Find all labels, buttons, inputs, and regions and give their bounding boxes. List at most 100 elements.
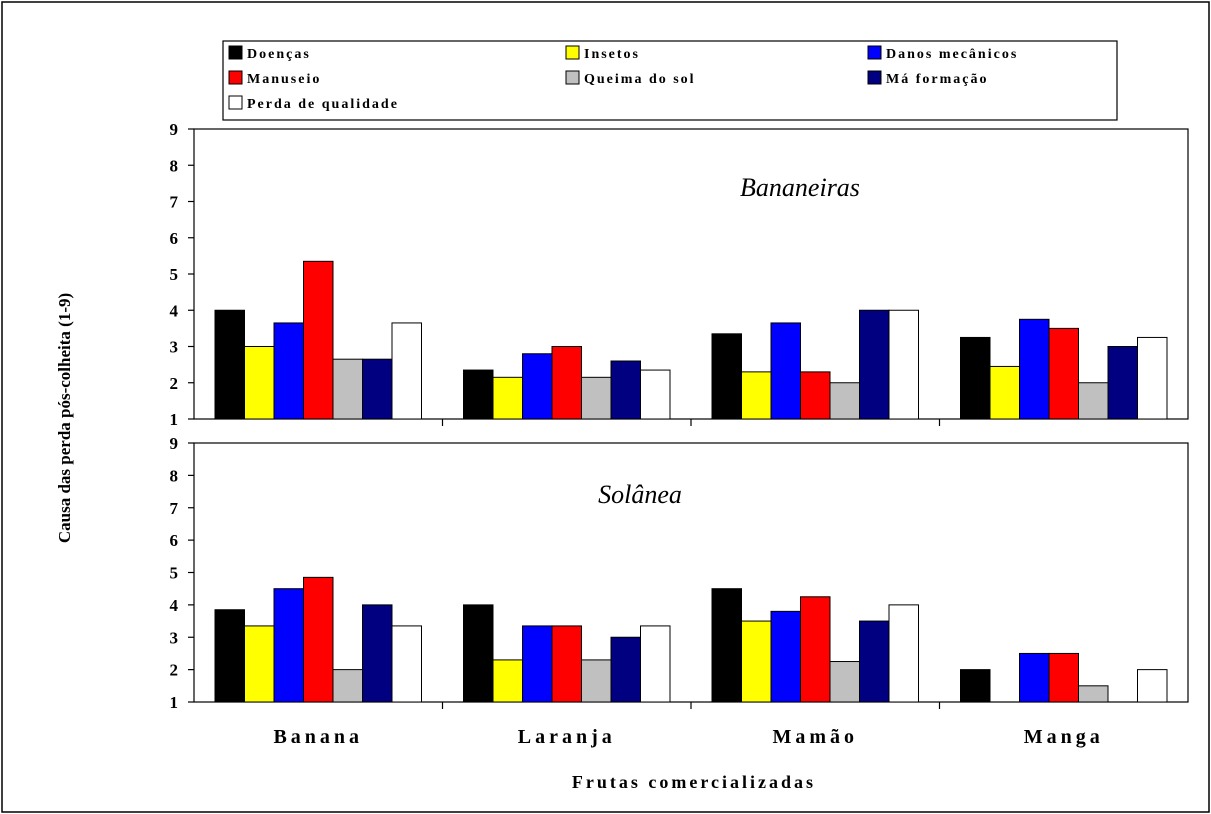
y-tick-label: 1	[170, 693, 179, 712]
y-tick-label: 2	[170, 661, 179, 680]
legend-swatch	[228, 70, 243, 85]
bar-doen-as-mamão	[711, 333, 742, 420]
bar-queima-do-sol-banana	[332, 669, 363, 703]
y-tick-label: 8	[170, 466, 179, 485]
legend-label: Má formação	[886, 72, 988, 87]
bar-doen-as-laranja	[463, 604, 494, 703]
bar-doen-as-mamão	[711, 588, 742, 703]
bar-doen-as-banana	[214, 609, 245, 703]
bar-perda-de-qualidade-banana	[391, 625, 422, 703]
bar-insetos-manga	[989, 365, 1020, 420]
legend-swatch	[867, 45, 882, 60]
legend-label: Queima do sol	[584, 72, 696, 87]
bar-queima-do-sol-manga	[1078, 382, 1109, 420]
bar-manuseio-manga	[1048, 327, 1079, 420]
panel-title: Bananeiras	[740, 173, 860, 202]
bar-perda-de-qualidade-laranja	[640, 369, 671, 420]
legend-swatch	[228, 95, 243, 110]
bar-doen-as-laranja	[463, 369, 494, 420]
bar-insetos-laranja	[492, 376, 523, 420]
bar-manuseio-laranja	[551, 346, 582, 420]
legend-label: Danos mecânicos	[886, 47, 1018, 62]
legend-swatch	[565, 45, 580, 60]
bar-queima-do-sol-banana	[332, 358, 363, 420]
legend-swatch	[867, 70, 882, 85]
bar-danos-mec-nicos-manga	[1019, 652, 1050, 703]
y-tick-label: 4	[170, 596, 179, 615]
panels: 1 2 3 4 5 6 7 8 9 Bananeiras 1 2 3 4 5 6 7 8 9 Solânea	[170, 120, 1189, 712]
legend: Doenças Insetos Danos mecânicos Manuseio Que…	[222, 40, 1118, 121]
bar-m-forma-o-manga	[1107, 346, 1138, 420]
bar-queima-do-sol-laranja	[581, 376, 612, 420]
bar-m-forma-o-laranja	[610, 636, 641, 703]
bar-queima-do-sol-mamão	[829, 661, 860, 703]
bar-danos-mec-nicos-laranja	[522, 353, 553, 420]
x-tick-label: Banana	[273, 726, 363, 748]
bar-perda-de-qualidade-laranja	[640, 625, 671, 703]
legend-frame	[222, 40, 1118, 121]
bar-perda-de-qualidade-manga	[1137, 669, 1168, 703]
bar-doen-as-manga	[960, 669, 991, 703]
y-tick-label: 6	[170, 531, 179, 550]
bar-perda-de-qualidade-banana	[391, 322, 422, 420]
panel-bananeiras: 1 2 3 4 5 6 7 8 9 Bananeiras	[170, 120, 1189, 429]
legend-swatch	[565, 70, 580, 85]
x-tick-label: Manga	[1024, 726, 1104, 748]
bar-danos-mec-nicos-manga	[1019, 318, 1050, 420]
y-tick-label: 1	[170, 410, 179, 429]
y-axis-label: Causa das perda pós-colheita (1-9)	[55, 293, 74, 543]
x-tick-label: Laranja	[518, 726, 616, 748]
bar-manuseio-manga	[1048, 652, 1079, 703]
y-tick-label: 6	[170, 229, 179, 248]
bar-manuseio-mamão	[800, 596, 831, 703]
bar-danos-mec-nicos-banana	[273, 588, 304, 703]
legend-label: Manuseio	[247, 72, 321, 87]
panel-solanea: 1 2 3 4 5 6 7 8 9 Solânea	[170, 434, 1189, 712]
y-tick-label: 5	[170, 564, 179, 583]
bar-danos-mec-nicos-mamão	[770, 322, 801, 420]
y-tick-label: 8	[170, 156, 179, 175]
bar-danos-mec-nicos-mamão	[770, 610, 801, 703]
bar-m-forma-o-banana	[362, 358, 393, 420]
bar-m-forma-o-mamão	[859, 309, 890, 420]
bar-queima-do-sol-manga	[1078, 685, 1109, 703]
bar-insetos-banana	[244, 346, 275, 420]
bar-insetos-mamão	[741, 620, 772, 703]
bar-m-forma-o-laranja	[610, 360, 641, 420]
bar-m-forma-o-banana	[362, 604, 393, 703]
bar-insetos-laranja	[492, 659, 523, 703]
bar-danos-mec-nicos-laranja	[522, 625, 553, 703]
bar-perda-de-qualidade-manga	[1137, 336, 1168, 420]
y-tick-label: 2	[170, 374, 179, 393]
y-tick-label: 9	[170, 120, 179, 139]
bar-manuseio-banana	[303, 576, 334, 703]
bar-queima-do-sol-laranja	[581, 659, 612, 703]
bar-manuseio-mamão	[800, 371, 831, 420]
legend-label: Doenças	[247, 47, 311, 62]
y-tick-label: 7	[170, 193, 179, 212]
bar-manuseio-laranja	[551, 625, 582, 703]
y-tick-label: 5	[170, 265, 179, 284]
legend-swatch	[228, 45, 243, 60]
axes: Banana Laranja Mamão Manga	[273, 726, 1104, 748]
bar-insetos-banana	[244, 625, 275, 703]
panel-title: Solânea	[598, 480, 682, 509]
bar-perda-de-qualidade-mamão	[888, 604, 919, 703]
bar-manuseio-banana	[303, 260, 334, 420]
bar-doen-as-banana	[214, 309, 245, 420]
legend-label: Perda de qualidade	[247, 97, 399, 112]
y-tick-label: 9	[170, 434, 179, 453]
bar-doen-as-manga	[960, 336, 991, 420]
y-tick-label: 7	[170, 499, 179, 518]
legend-label: Insetos	[584, 47, 640, 62]
bar-insetos-mamão	[741, 371, 772, 420]
x-axis-label: Frutas comercializadas	[572, 772, 816, 792]
y-tick-label: 4	[170, 301, 179, 320]
bar-m-forma-o-mamão	[859, 620, 890, 703]
bar-queima-do-sol-mamão	[829, 382, 860, 420]
y-tick-label: 3	[170, 628, 179, 647]
bar-danos-mec-nicos-banana	[273, 322, 304, 420]
bar-perda-de-qualidade-mamão	[888, 309, 919, 420]
